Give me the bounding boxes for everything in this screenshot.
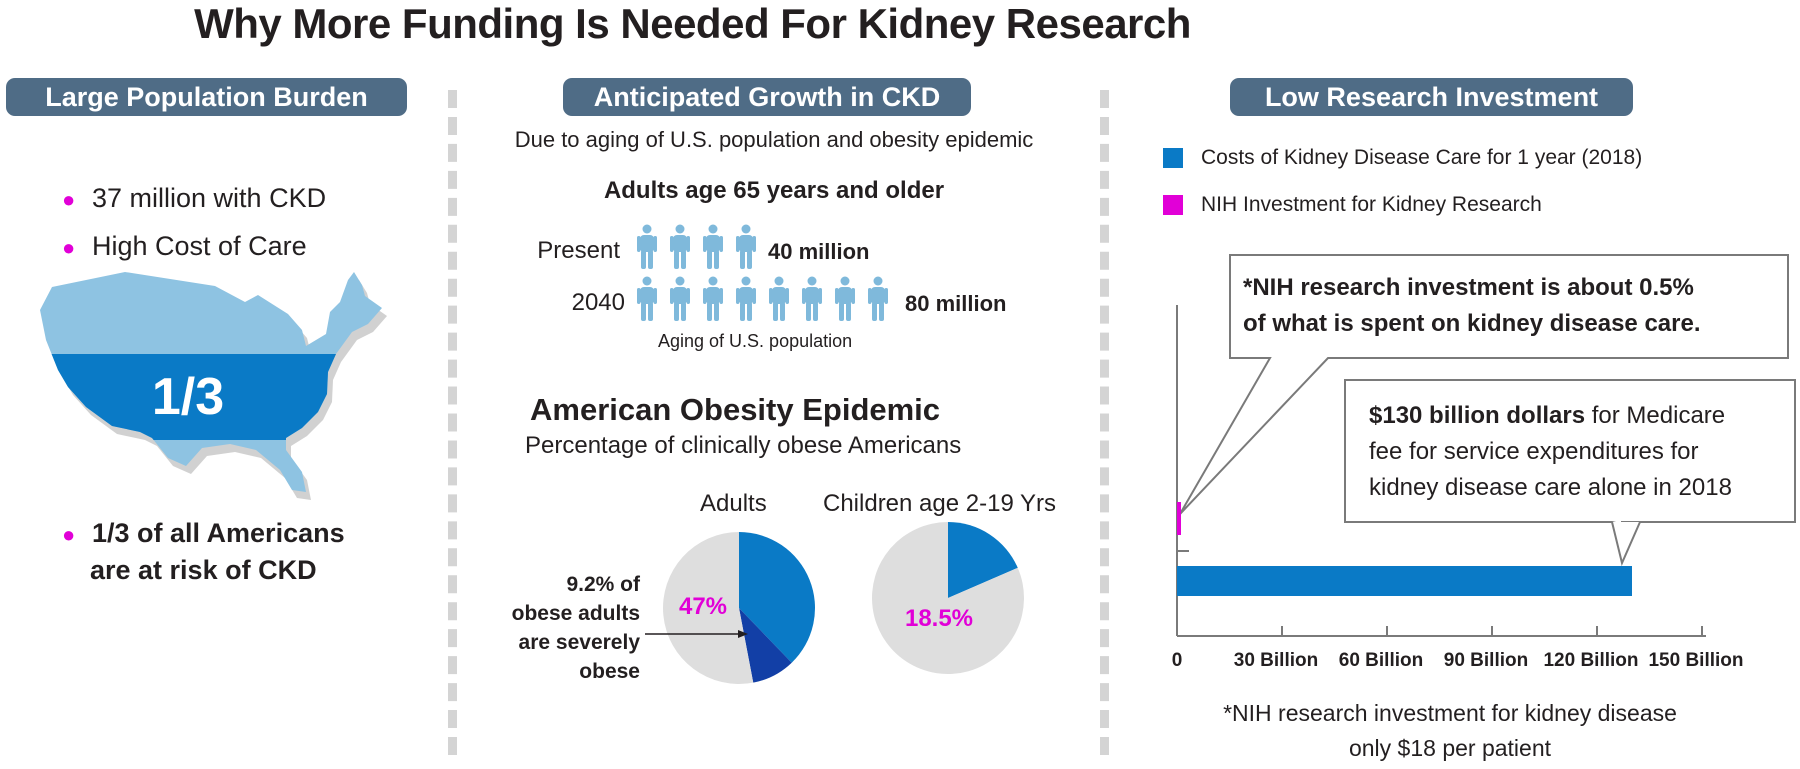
risk-line-2: are at risk of CKD — [90, 555, 317, 585]
pie-center-label: 18.5% — [905, 605, 973, 632]
future-value: 80 million — [905, 291, 1007, 316]
person-icon — [802, 276, 822, 321]
bullet-dot-icon: ● — [62, 522, 76, 547]
obesity-subtitle: Percentage of clinically obese Americans — [525, 432, 962, 459]
present-value: 40 million — [768, 239, 870, 264]
pie-slice-0-0 — [739, 532, 816, 663]
legend-swatch-costs — [1163, 148, 1183, 168]
pie-center-label: 47% — [679, 593, 727, 620]
arrow-icon — [645, 630, 748, 638]
person-icon — [670, 224, 690, 269]
person-icon — [637, 224, 657, 269]
obesity-pie-charts: 47% 18.5% — [645, 522, 1024, 684]
bullet-ckd-count: ● 37 million with CKD — [62, 183, 326, 214]
severe-note-line: are severely — [518, 631, 640, 654]
severe-note-line: obese — [579, 660, 640, 683]
column-divider-left — [448, 90, 457, 755]
x-tick-label: 30 Billion — [1234, 650, 1318, 671]
callout-medicare-line: fee for service expenditures for — [1369, 438, 1699, 465]
person-icon — [637, 276, 657, 321]
obesity-heading: American Obesity Epidemic — [530, 392, 941, 427]
person-icon — [703, 224, 723, 269]
severe-note-line: obese adults — [511, 602, 640, 625]
bar-nih-investment — [1177, 502, 1181, 535]
bullet-dot-icon: ● — [62, 235, 76, 260]
legend-swatch-nih — [1163, 195, 1183, 215]
future-people-row — [637, 276, 957, 322]
callout-medicare-line: kidney disease care alone in 2018 — [1369, 474, 1732, 501]
person-icon — [769, 276, 789, 321]
pie-slice-1-0 — [948, 522, 1018, 598]
severe-note-line: 9.2% of — [566, 573, 640, 596]
callout-nih-text: *NIH research investment is about 0.5% o… — [1243, 270, 1701, 342]
x-tick-label: 0 — [1172, 650, 1183, 671]
bullet-text: 37 million with CKD — [92, 183, 327, 213]
pie-slice-0-2 — [663, 532, 754, 684]
person-icon — [835, 276, 855, 321]
pie-slice-0-1 — [739, 608, 792, 683]
us-map: 1/3 — [40, 272, 387, 500]
callout-nih-line: of what is spent on kidney disease care. — [1243, 310, 1701, 337]
footnote-line-2: only $18 per patient — [1348, 735, 1552, 761]
x-tick-label: 90 Billion — [1444, 650, 1528, 671]
large-population-header: Large Population Burden — [6, 78, 407, 116]
map-fraction-label: 1/3 — [152, 368, 224, 426]
callout-medicare-rest: for Medicare — [1585, 402, 1726, 429]
callout-medicare-text: $130 billion dollars for Medicare fee fo… — [1369, 398, 1732, 506]
person-icon — [703, 276, 723, 321]
legend-label-nih: NIH Investment for Kidney Research — [1201, 193, 1542, 216]
bullet-dot-icon: ● — [62, 187, 76, 212]
aging-caption: Aging of U.S. population — [658, 331, 853, 351]
person-icon — [736, 224, 756, 269]
x-tick-label: 60 Billion — [1339, 650, 1423, 671]
bar-kidney-care-costs — [1177, 566, 1632, 596]
year-2040-label: 2040 — [571, 289, 625, 316]
column-divider-right — [1100, 90, 1109, 755]
bullet-risk: ● 1/3 of all Americans — [62, 518, 345, 549]
anticipated-growth-header: Anticipated Growth in CKD — [563, 78, 971, 116]
callout-nih-box — [1179, 254, 1789, 515]
risk-line-1: 1/3 of all Americans — [92, 518, 345, 548]
legend-label-costs: Costs of Kidney Disease Care for 1 year … — [1201, 146, 1643, 169]
growth-subtitle: Due to aging of U.S. population and obes… — [514, 127, 1034, 152]
funding-bar-chart: 0 30 Billion 60 Billion 90 Billion 120 Billi… — [1172, 254, 1796, 671]
page-title: Why More Funding Is Needed For Kidney Re… — [194, 0, 1191, 47]
x-tick-label: 150 Billion — [1648, 650, 1743, 671]
callout-medicare-bold: $130 billion dollars — [1369, 402, 1586, 429]
present-people-row — [637, 224, 957, 270]
low-research-header: Low Research Investment — [1230, 78, 1633, 116]
person-icon — [868, 276, 888, 321]
bullet-text: High Cost of Care — [92, 231, 307, 261]
x-tick-label: 120 Billion — [1543, 650, 1638, 671]
person-icon — [736, 276, 756, 321]
present-label: Present — [537, 237, 620, 264]
severe-obesity-note: 9.2% of obese adults are severely obese — [470, 570, 640, 686]
children-pie-title: Children age 2-19 Yrs — [823, 490, 1057, 517]
callout-nih-line: *NIH research investment is about 0.5% — [1243, 274, 1694, 301]
footnote-line-1: *NIH research investment for kidney dise… — [1223, 700, 1677, 726]
pie-slice-1-1 — [871, 522, 1024, 674]
callout-medicare-pointer — [1611, 521, 1641, 567]
person-icon — [670, 276, 690, 321]
adults-pie-title: Adults — [700, 490, 767, 517]
bullet-high-cost: ● High Cost of Care — [62, 231, 307, 262]
adults-65-heading: Adults age 65 years and older — [603, 177, 945, 204]
